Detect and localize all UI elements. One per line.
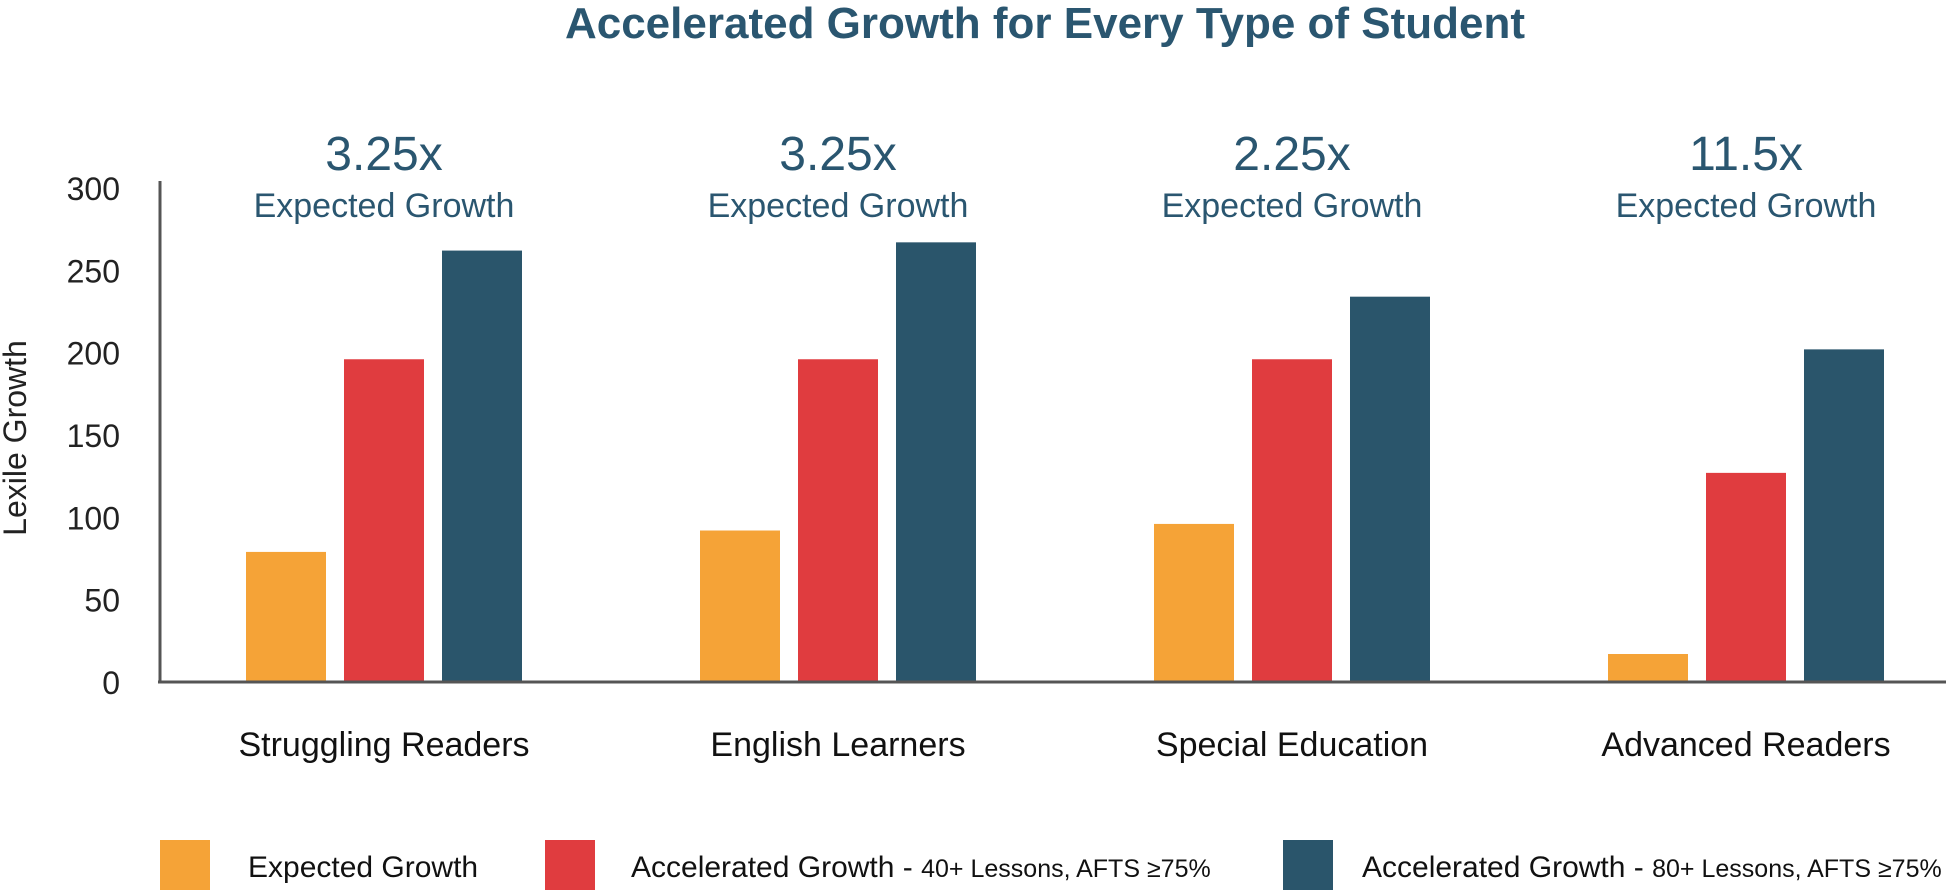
y-tick-label: 50 [84,583,120,619]
legend-swatch [160,840,210,890]
y-tick-label: 250 [67,253,120,289]
y-tick-label: 100 [67,500,120,536]
y-tick-label: 0 [102,665,120,701]
bar [1608,654,1688,682]
y-axis-label: Lexile Growth [0,340,33,536]
legend-suffix-text: 80+ Lessons, AFTS ≥75% [1652,855,1942,883]
bar [246,551,326,682]
y-tick-label: 300 [67,171,120,207]
legend-main-text: Accelerated Growth - [631,851,921,884]
legend-suffix-text: 40+ Lessons, AFTS ≥75% [921,855,1211,883]
y-tick-label: 200 [67,336,120,372]
bar [1252,359,1332,682]
bars-group [246,242,1884,682]
y-axis-ticks: 0 50 100 150 200 250 300 [67,171,120,701]
legend: Expected Growth Accelerated Growth - 40+ … [160,840,1942,890]
bar [798,359,878,682]
bar [700,530,780,682]
multiplier-sublabel: Expected Growth [254,187,515,225]
multiplier-sublabel: Expected Growth [1162,187,1423,225]
multiplier-sublabel: Expected Growth [708,187,969,225]
legend-main-text: Accelerated Growth - [1362,851,1652,884]
category-label: English Learners [710,726,965,764]
bar [1706,472,1786,682]
legend-entry: Accelerated Growth - 80+ Lessons, AFTS ≥… [1362,851,1942,884]
legend-swatch [1283,840,1333,890]
bar [1154,523,1234,682]
multiplier-label: 3.25x [325,128,442,181]
multiplier-sublabel: Expected Growth [1616,187,1877,225]
y-tick-label: 150 [67,418,120,454]
category-label: Advanced Readers [1601,726,1890,764]
legend-entry: Expected Growth [248,851,478,884]
legend-swatch [545,840,595,890]
bar [344,359,424,682]
legend-entry: Accelerated Growth - 40+ Lessons, AFTS ≥… [631,851,1211,884]
legend-main-text: Expected Growth [248,851,478,884]
bar [442,250,522,682]
multiplier-label: 2.25x [1233,128,1350,181]
multiplier-label: 11.5x [1689,128,1803,181]
chart-title: Accelerated Growth for Every Type of Stu… [565,0,1525,48]
multiplier-label: 3.25x [779,128,896,181]
bar [1350,296,1430,682]
category-labels: Struggling Readers English Learners Specia… [238,726,1890,764]
bar [896,242,976,682]
category-label: Struggling Readers [238,726,529,764]
bar [1804,349,1884,682]
multiplier-annotations: 3.25x Expected Growth 3.25x Expected Growth… [254,128,1877,225]
category-label: Special Education [1156,726,1428,764]
